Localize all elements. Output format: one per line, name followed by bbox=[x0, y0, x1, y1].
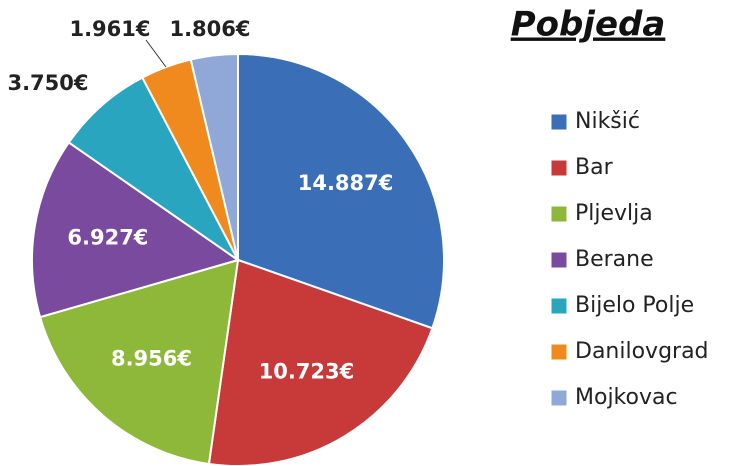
pie-slice bbox=[237, 52, 445, 330]
legend-swatch bbox=[550, 343, 568, 361]
legend-swatch bbox=[550, 159, 568, 177]
legend-swatch bbox=[550, 113, 568, 131]
legend-label: Bar bbox=[575, 155, 614, 180]
pie-slice bbox=[31, 141, 241, 319]
value-label: 6.927€ bbox=[67, 226, 148, 250]
legend-swatch bbox=[550, 297, 568, 315]
value-label: 8.956€ bbox=[111, 346, 192, 370]
legend-label: Pljevlja bbox=[575, 201, 653, 226]
value-label: 3.750€ bbox=[7, 71, 88, 95]
legend-label: Bijelo Polje bbox=[575, 293, 694, 318]
pie-slice bbox=[38, 258, 240, 466]
legend-label: Danilovgrad bbox=[575, 339, 709, 364]
legend-label: Berane bbox=[575, 247, 654, 272]
legend-label: Mojkovac bbox=[575, 385, 678, 410]
legend-swatch bbox=[550, 389, 568, 407]
value-label: 1.806€ bbox=[169, 17, 250, 41]
value-label: 14.887€ bbox=[298, 171, 394, 195]
value-label: 1.961€ bbox=[69, 17, 150, 41]
legend-swatch bbox=[550, 205, 568, 223]
legend-swatch bbox=[550, 251, 568, 269]
leader-line bbox=[145, 39, 167, 68]
value-label: 10.723€ bbox=[259, 360, 355, 384]
legend-label: Nikšić bbox=[575, 109, 640, 134]
pie-slice bbox=[67, 76, 239, 261]
chart-title: Pobjeda bbox=[511, 5, 666, 45]
pie-slice bbox=[189, 52, 239, 261]
